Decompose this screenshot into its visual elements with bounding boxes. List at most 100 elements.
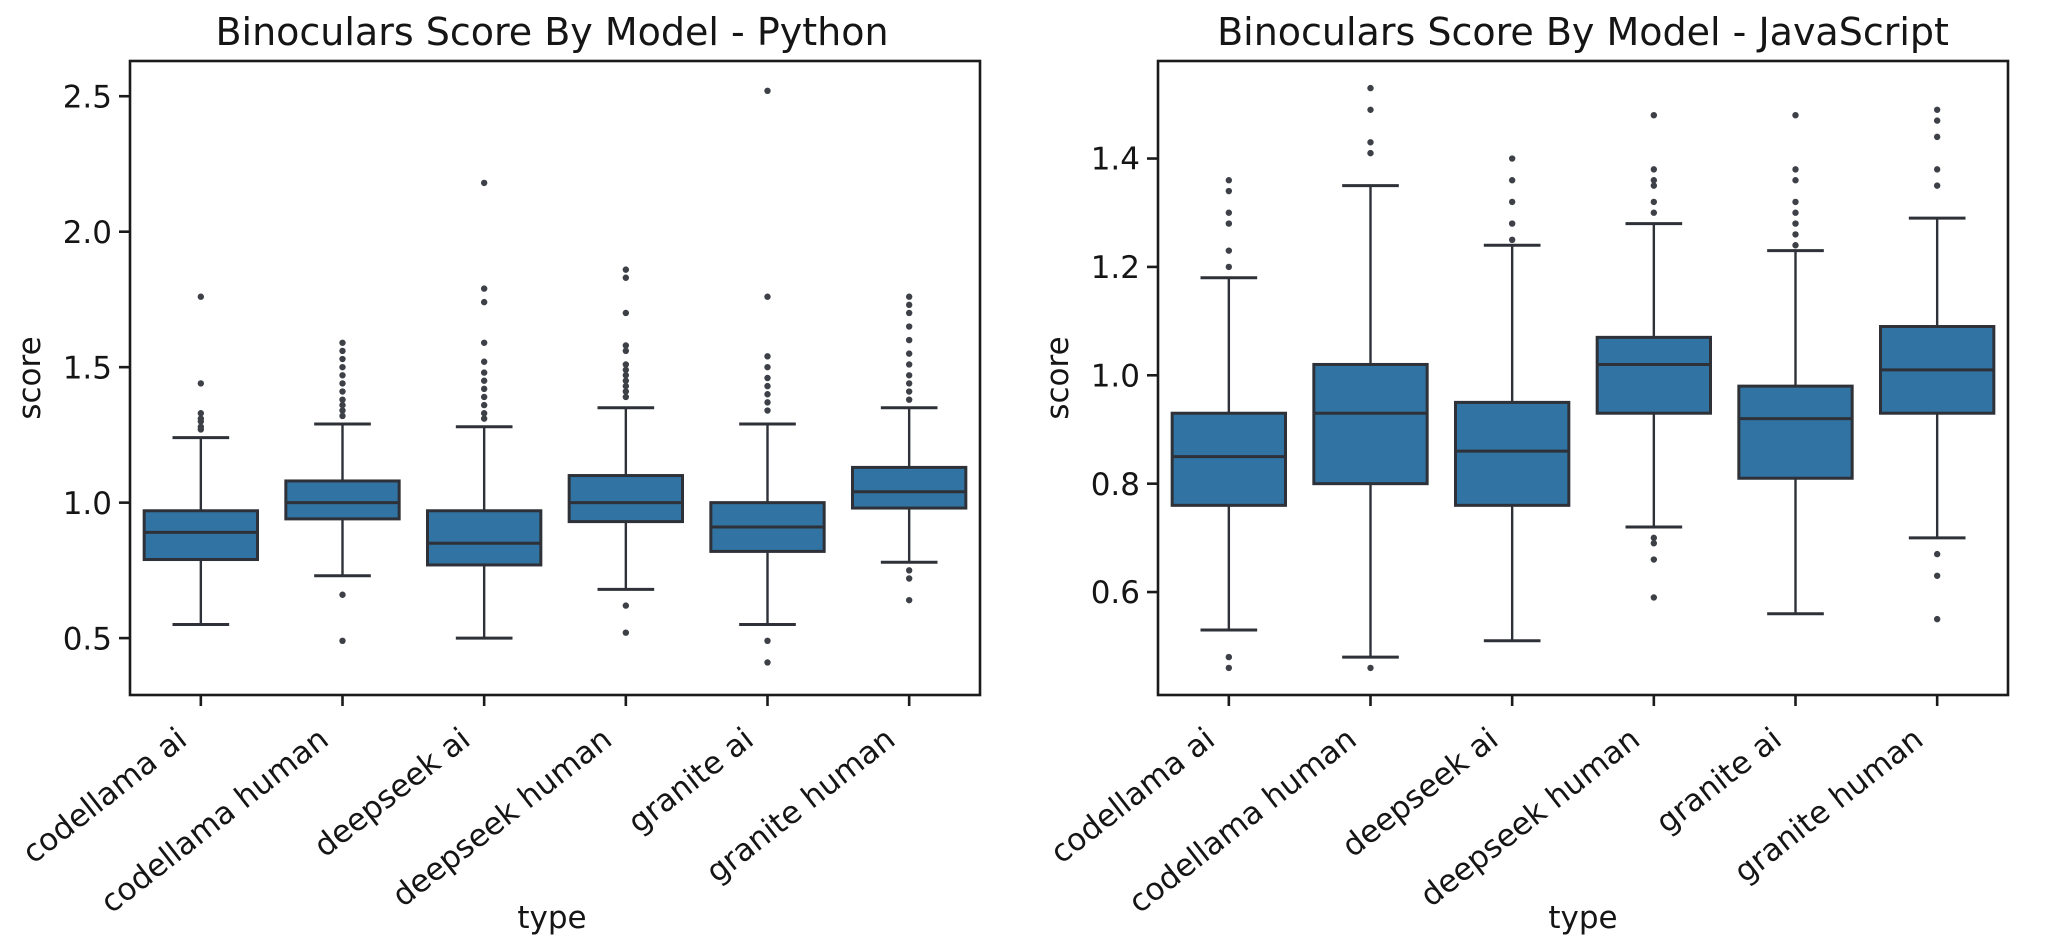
outlier-point xyxy=(1508,198,1516,206)
y-tick-label: 1.4 xyxy=(1091,142,1140,178)
outlier-point xyxy=(905,323,913,330)
y-tick-label: 2.0 xyxy=(63,215,112,251)
outlier-point xyxy=(622,342,630,349)
outlier-point xyxy=(480,410,488,417)
iqr-box xyxy=(567,474,685,524)
outlier-point xyxy=(480,377,488,384)
outlier-point xyxy=(905,293,913,300)
y-tick-label: 1.0 xyxy=(1091,358,1140,394)
outlier-point xyxy=(1650,534,1658,542)
outlier-point xyxy=(339,388,346,395)
outlier-point xyxy=(1508,177,1516,184)
chart-javascript-ylabel: score xyxy=(1040,336,1076,419)
x-category-label: codellama human xyxy=(94,721,335,921)
outlier-point xyxy=(905,372,913,379)
outlier-point xyxy=(1650,556,1658,563)
iqr-box xyxy=(426,509,543,567)
outlier-point xyxy=(1933,106,1941,113)
outlier-point xyxy=(1225,653,1233,661)
outlier-point xyxy=(622,309,630,317)
outlier-point xyxy=(480,415,488,422)
outlier-point xyxy=(1650,177,1658,184)
outlier-point xyxy=(1650,594,1658,601)
outlier-point xyxy=(480,339,488,346)
outlier-point xyxy=(622,629,630,636)
axes-frame xyxy=(1156,59,2010,697)
outlier-point xyxy=(764,399,771,406)
chart-python-ylabel: score xyxy=(12,336,48,419)
outlier-point xyxy=(764,407,771,414)
outlier-point xyxy=(1650,540,1658,547)
chart-javascript-title: Binoculars Score By Model - JavaScript xyxy=(1217,10,1949,54)
outlier-point xyxy=(1367,106,1374,113)
outlier-point xyxy=(622,393,630,401)
outlier-point xyxy=(1650,209,1658,216)
outlier-point xyxy=(339,407,346,414)
outlier-point xyxy=(1792,166,1799,173)
chart-python-canvas: Binoculars Score By Model - Python score… xyxy=(12,10,982,936)
outlier-point xyxy=(1650,198,1658,206)
iqr-box xyxy=(1454,400,1571,507)
outlier-point xyxy=(1225,247,1233,254)
outlier-point xyxy=(764,382,771,390)
outlier-point xyxy=(622,388,630,395)
outlier-point xyxy=(339,372,346,379)
outlier-point xyxy=(1933,166,1941,173)
x-category-label: granite ai xyxy=(621,721,760,841)
outlier-point xyxy=(480,393,488,401)
outlier-point xyxy=(1225,187,1233,195)
outlier-point xyxy=(1792,198,1799,206)
outlier-point xyxy=(622,361,630,368)
chart-python-title: Binoculars Score By Model - Python xyxy=(215,10,888,54)
outlier-point xyxy=(764,659,771,666)
outlier-point xyxy=(905,301,913,309)
outlier-point xyxy=(905,396,913,403)
outlier-point xyxy=(197,293,205,300)
outlier-point xyxy=(905,350,913,357)
outlier-point xyxy=(1933,572,1941,579)
outlier-point xyxy=(1367,139,1374,146)
chart-javascript-canvas: Binoculars Score By Model - JavaScript s… xyxy=(1040,10,2010,936)
outlier-point xyxy=(1225,177,1233,184)
outlier-point xyxy=(905,596,913,604)
outlier-point xyxy=(1508,155,1516,162)
outlier-point xyxy=(1933,133,1941,141)
outlier-point xyxy=(1933,615,1941,623)
outlier-point xyxy=(1508,220,1516,227)
y-tick-label: 2.5 xyxy=(63,79,112,115)
y-tick-label: 1.2 xyxy=(1091,250,1140,286)
outlier-point xyxy=(197,410,205,417)
outlier-point xyxy=(905,388,913,395)
iqr-box xyxy=(1170,411,1288,507)
outlier-point xyxy=(1367,149,1374,157)
outlier-point xyxy=(480,358,488,365)
axes-frame xyxy=(128,59,982,697)
outlier-point xyxy=(339,355,346,363)
outlier-point xyxy=(1792,220,1799,227)
outlier-point xyxy=(1650,166,1658,173)
outlier-point xyxy=(622,266,630,273)
outlier-point xyxy=(905,336,913,344)
outlier-point xyxy=(764,363,771,371)
outlier-point xyxy=(1650,111,1658,119)
iqr-box xyxy=(1737,384,1854,480)
outlier-point xyxy=(905,575,913,582)
outlier-point xyxy=(622,602,630,609)
outlier-point xyxy=(1792,231,1799,238)
outlier-point xyxy=(1792,242,1799,249)
outlier-point xyxy=(339,396,346,403)
outlier-point xyxy=(622,382,630,390)
y-tick-label: 0.6 xyxy=(1091,575,1140,611)
outlier-point xyxy=(622,347,630,355)
outlier-point xyxy=(339,347,346,355)
outlier-point xyxy=(480,385,488,393)
outlier-point xyxy=(622,366,630,374)
y-tick-label: 1.5 xyxy=(63,350,112,386)
chart-javascript-xlabel: type xyxy=(1548,900,1617,936)
outlier-point xyxy=(339,363,346,371)
outlier-point xyxy=(905,361,913,368)
outlier-point xyxy=(480,401,488,409)
